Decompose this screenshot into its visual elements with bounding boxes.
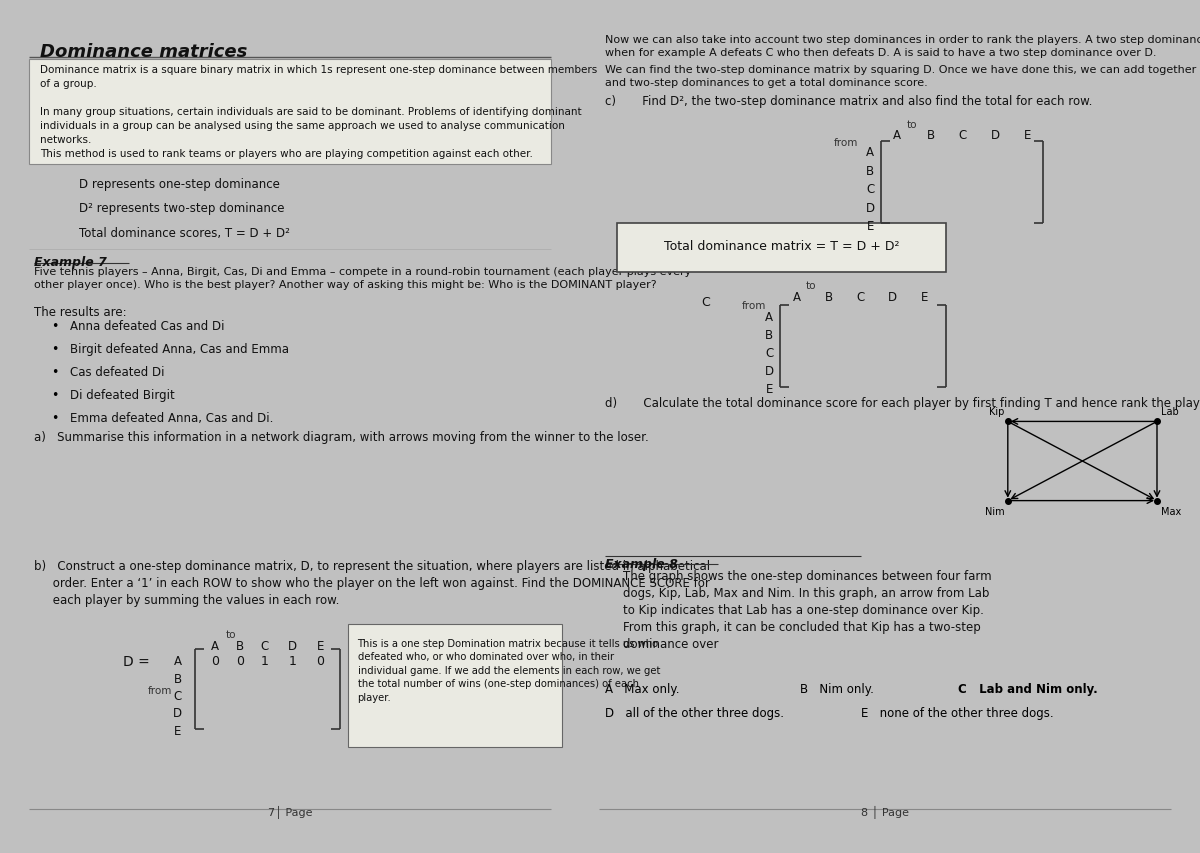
Text: C   Lab and Nim only.: C Lab and Nim only. (958, 682, 1098, 695)
Text: from: from (742, 300, 767, 310)
Text: B: B (766, 328, 774, 341)
Text: b)   Construct a one-step dominance matrix, D, to represent the situation, where: b) Construct a one-step dominance matrix… (35, 560, 710, 606)
Text: D: D (991, 130, 1001, 142)
Text: A: A (866, 146, 875, 159)
Text: E: E (920, 291, 929, 304)
Text: C: C (766, 346, 774, 359)
Text: to: to (806, 281, 816, 291)
Text: C: C (866, 183, 875, 195)
Text: 0: 0 (235, 654, 244, 667)
Text: 1: 1 (289, 654, 296, 667)
Text: 0: 0 (317, 654, 324, 667)
Text: d)       Calculate the total dominance score for each player by first finding T : d) Calculate the total dominance score f… (605, 396, 1200, 409)
Text: 8 │ Page: 8 │ Page (862, 805, 910, 818)
Text: B: B (235, 640, 244, 653)
FancyBboxPatch shape (617, 223, 946, 273)
Text: D: D (288, 640, 298, 653)
Text: D represents one-step dominance: D represents one-step dominance (79, 177, 280, 190)
Text: •: • (50, 412, 59, 425)
Text: 7│ Page: 7│ Page (268, 805, 312, 818)
Text: Total dominance scores, T = D + D²: Total dominance scores, T = D + D² (79, 227, 289, 240)
Text: B: B (926, 130, 935, 142)
Text: Di defeated Birgit: Di defeated Birgit (71, 389, 175, 402)
Text: D: D (764, 364, 774, 377)
Text: A: A (766, 310, 774, 323)
Text: A: A (893, 130, 901, 142)
Text: D² represents two-step dominance: D² represents two-step dominance (79, 202, 284, 215)
Text: D: D (888, 291, 898, 304)
Text: Cas defeated Di: Cas defeated Di (71, 366, 164, 379)
Text: E: E (866, 219, 874, 232)
Text: The results are:: The results are: (35, 305, 127, 318)
Text: D: D (866, 201, 875, 214)
Text: B: B (824, 291, 833, 304)
FancyBboxPatch shape (348, 624, 562, 747)
Text: •: • (50, 320, 59, 333)
Text: The graph shows the one-step dominances between four farm
dogs, Kip, Lab, Max an: The graph shows the one-step dominances … (623, 569, 992, 650)
Text: •: • (50, 389, 59, 402)
Text: C: C (174, 689, 181, 702)
Text: Nim: Nim (985, 507, 1004, 516)
Text: E: E (1025, 130, 1032, 142)
Text: A: A (211, 640, 218, 653)
Text: c)       Find D², the two-step dominance matrix and also find the total for each: c) Find D², the two-step dominance matri… (605, 95, 1092, 107)
Text: Birgit defeated Anna, Cas and Emma: Birgit defeated Anna, Cas and Emma (71, 343, 289, 356)
Text: Kip: Kip (989, 407, 1004, 416)
Text: to: to (226, 630, 236, 640)
Text: A: A (793, 291, 800, 304)
Text: Example 8: Example 8 (605, 558, 678, 571)
Text: D   all of the other three dogs.: D all of the other three dogs. (605, 706, 784, 720)
Text: •: • (50, 343, 59, 356)
Text: Dominance matrices: Dominance matrices (40, 44, 247, 61)
Text: a)   Summarise this information in a network diagram, with arrows moving from th: a) Summarise this information in a netwo… (35, 431, 649, 444)
Text: A   Max only.: A Max only. (605, 682, 679, 695)
Text: C: C (260, 640, 269, 653)
Text: from: from (833, 137, 858, 148)
Text: B   Nim only.: B Nim only. (800, 682, 874, 695)
Text: 1: 1 (260, 654, 269, 667)
Text: C: C (857, 291, 865, 304)
Text: C: C (959, 130, 967, 142)
Text: Total dominance matrix = T = D + D²: Total dominance matrix = T = D + D² (664, 240, 899, 252)
Text: Example 7: Example 7 (35, 256, 107, 270)
Text: Dominance matrix is a square binary matrix in which 1s represent one-step domina: Dominance matrix is a square binary matr… (40, 65, 598, 159)
Text: B: B (866, 165, 875, 177)
Text: E: E (174, 723, 181, 737)
Text: Five tennis players – Anna, Birgit, Cas, Di and Emma – compete in a round-robin : Five tennis players – Anna, Birgit, Cas,… (35, 267, 691, 290)
FancyBboxPatch shape (29, 60, 551, 165)
Text: C: C (701, 295, 710, 309)
Text: This is a one step Domination matrix because it tells us who
defeated who, or wh: This is a one step Domination matrix bec… (358, 638, 660, 702)
Text: Emma defeated Anna, Cas and Di.: Emma defeated Anna, Cas and Di. (71, 412, 274, 425)
Text: •: • (50, 366, 59, 379)
Text: B: B (174, 672, 181, 685)
Text: A: A (174, 654, 181, 667)
Text: Now we can also take into account two step dominances in order to rank the playe: Now we can also take into account two st… (605, 35, 1200, 58)
Text: E   none of the other three dogs.: E none of the other three dogs. (860, 706, 1054, 720)
Text: Max: Max (1160, 507, 1181, 516)
Text: 0: 0 (211, 654, 218, 667)
Text: from: from (148, 685, 173, 695)
Text: We can find the two-step dominance matrix by squaring D. Once we have done this,: We can find the two-step dominance matri… (605, 65, 1200, 88)
Text: E: E (317, 640, 324, 653)
Text: D: D (173, 706, 182, 720)
Text: Anna defeated Cas and Di: Anna defeated Cas and Di (71, 320, 224, 333)
Text: D =: D = (124, 654, 150, 668)
Text: Lab: Lab (1160, 407, 1178, 416)
Text: to: to (906, 119, 917, 130)
Text: E: E (766, 382, 773, 395)
